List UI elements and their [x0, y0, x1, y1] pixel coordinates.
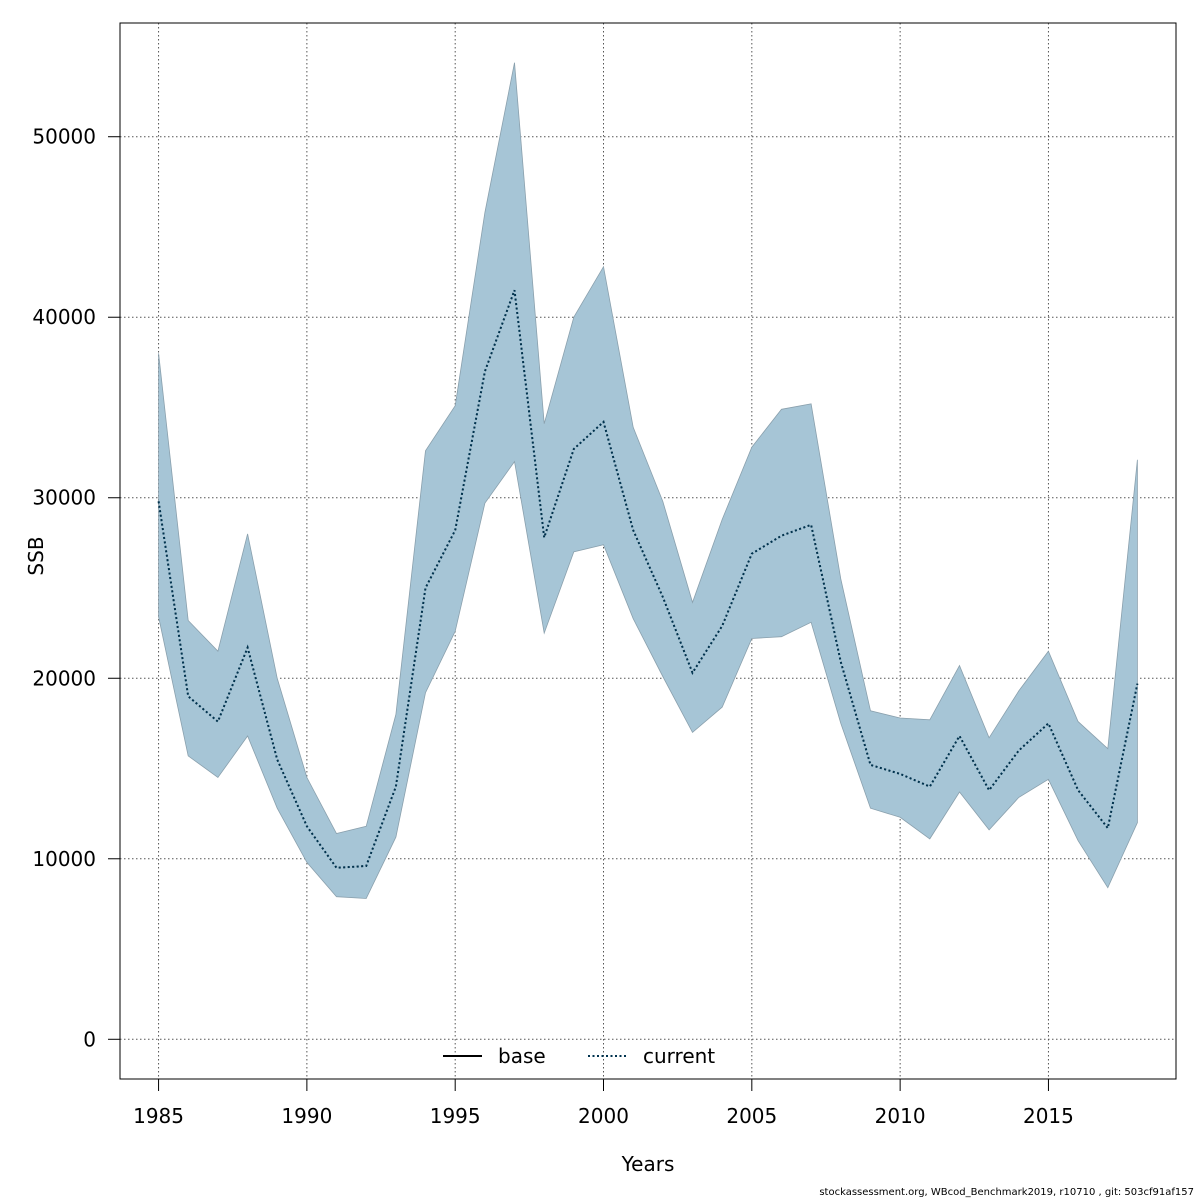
- legend: base current: [443, 1044, 715, 1068]
- x-tick-label: 2010: [875, 1104, 926, 1128]
- x-tick-label: 1995: [430, 1104, 481, 1128]
- x-axis: 1985 1990 1995 2000 2005 2010 2015: [133, 1078, 1074, 1128]
- y-tick-label: 30000: [32, 486, 96, 510]
- x-tick-label: 2000: [578, 1104, 629, 1128]
- x-axis-title: Years: [621, 1152, 675, 1176]
- footer-credit: stockassessment.org, WBcod_Benchmark2019…: [819, 1187, 1194, 1198]
- y-tick-label: 20000: [32, 666, 96, 690]
- x-tick-label: 2015: [1023, 1104, 1074, 1128]
- y-axis-title: SSB: [24, 536, 48, 575]
- y-tick-label: 50000: [32, 125, 96, 149]
- x-tick-label: 1990: [281, 1104, 332, 1128]
- y-tick-label: 40000: [32, 305, 96, 329]
- x-tick-label: 1985: [133, 1104, 184, 1128]
- series-current-line: [157, 289, 1139, 869]
- legend-current-label: current: [643, 1044, 715, 1068]
- y-axis: 0 10000 20000 30000 40000 50000: [32, 125, 121, 1051]
- y-tick-label: 0: [83, 1027, 96, 1051]
- x-tick-label: 2005: [726, 1104, 777, 1128]
- y-tick-label: 10000: [32, 847, 96, 871]
- legend-base-label: base: [498, 1044, 546, 1068]
- confidence-band: [158, 62, 1138, 899]
